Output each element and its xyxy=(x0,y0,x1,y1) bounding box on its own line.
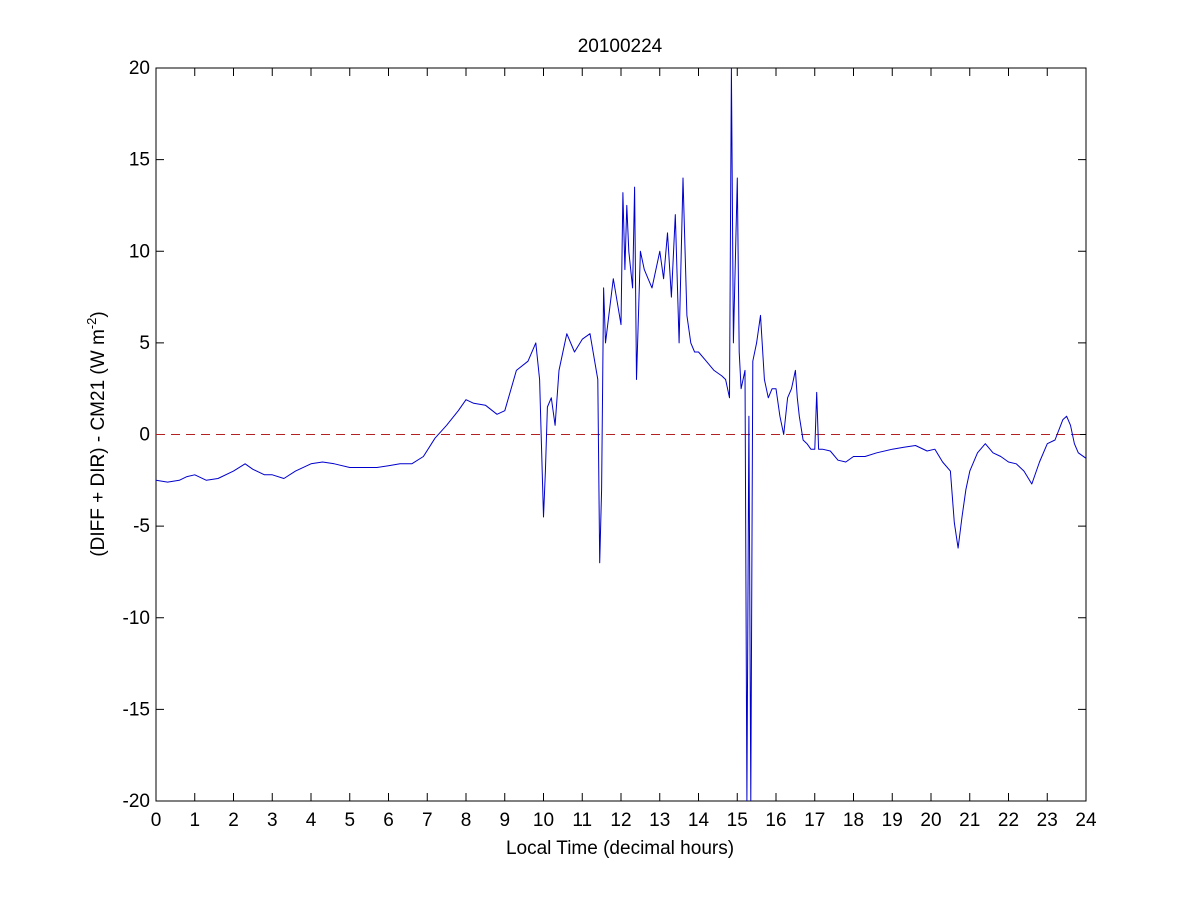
y-tick-label: 15 xyxy=(129,150,150,171)
y-tick-label: -5 xyxy=(133,516,150,537)
chart-title: 20100224 xyxy=(578,36,663,57)
y-tick-label: 10 xyxy=(129,241,150,262)
x-tick-label: 6 xyxy=(383,810,394,831)
series-line xyxy=(156,68,1086,801)
y-tick-label: 0 xyxy=(139,425,150,446)
x-tick-label: 12 xyxy=(610,810,631,831)
x-tick-label: 20 xyxy=(920,810,941,831)
y-tick-label: -20 xyxy=(123,791,150,812)
series-layer xyxy=(156,68,1086,801)
x-tick-label: 18 xyxy=(843,810,864,831)
x-tick-label: 8 xyxy=(461,810,472,831)
x-tick-label: 3 xyxy=(267,810,278,831)
x-tick-label: 2 xyxy=(228,810,239,831)
x-tick-labels: 0 1 2 3 4 5 6 7 8 9 10 11 12 13 14 15 16 17 18 19 20 21 22 23 24 xyxy=(151,810,1097,831)
x-tick-label: 1 xyxy=(189,810,200,831)
x-tick-label: 22 xyxy=(998,810,1019,831)
x-tick-label: 11 xyxy=(572,810,592,831)
x-tick-label: 19 xyxy=(882,810,903,831)
y-tick-label: 20 xyxy=(129,58,150,79)
x-tick-label: 21 xyxy=(959,810,980,831)
x-tick-label: 9 xyxy=(499,810,510,831)
y-tick-labels: -20 -15 -10 -5 0 5 10 15 20 xyxy=(123,58,150,812)
tick-marks xyxy=(155,67,1087,802)
x-tick-label: 7 xyxy=(422,810,433,831)
y-tick-label: -10 xyxy=(123,608,150,629)
y-axis-label-exponent: -2 xyxy=(84,318,99,330)
y-tick-label: 5 xyxy=(139,333,150,354)
x-tick-label: 13 xyxy=(649,810,670,831)
x-axis-label: Local Time (decimal hours) xyxy=(506,838,734,859)
y-axis-label-suffix: ) xyxy=(88,311,109,317)
y-axis-label-prefix: (DIFF + DIR) - CM21 (W m xyxy=(88,329,109,556)
x-tick-label: 16 xyxy=(765,810,786,831)
y-tick-label: -15 xyxy=(123,699,150,720)
x-tick-label: 0 xyxy=(151,810,162,831)
x-tick-label: 24 xyxy=(1075,810,1097,831)
x-tick-label: 15 xyxy=(727,810,748,831)
x-tick-label: 17 xyxy=(804,810,825,831)
x-tick-label: 10 xyxy=(533,810,554,831)
x-tick-label: 14 xyxy=(688,810,710,831)
x-tick-label: 4 xyxy=(306,810,317,831)
x-tick-label: 5 xyxy=(344,810,355,831)
y-axis-label: (DIFF + DIR) - CM21 (W m-2) xyxy=(84,311,109,556)
x-tick-label: 23 xyxy=(1037,810,1058,831)
